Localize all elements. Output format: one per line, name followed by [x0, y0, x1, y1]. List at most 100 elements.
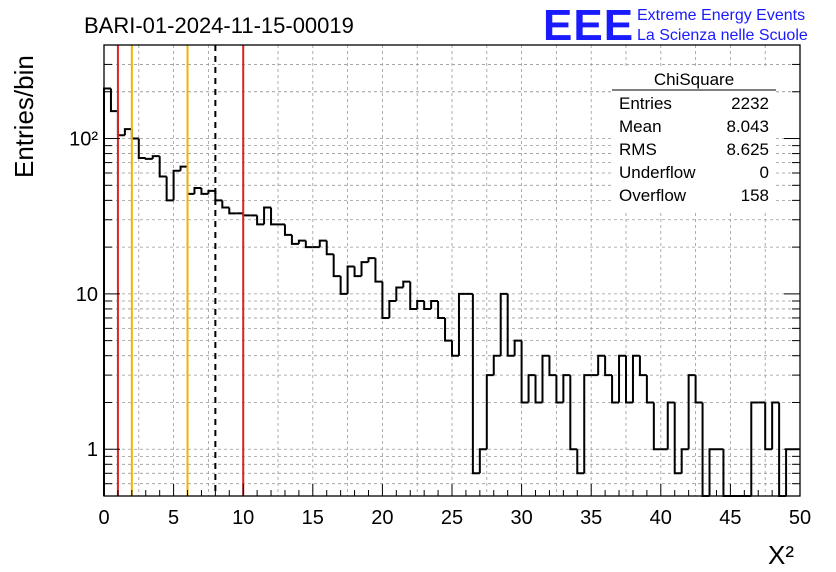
- histogram-bin: [771, 401, 780, 450]
- histogram-bin: [346, 265, 355, 294]
- histogram-bin: [388, 299, 397, 318]
- histogram-bin: [499, 292, 508, 356]
- grid-lines: [104, 45, 800, 496]
- histogram-bin: [687, 374, 696, 450]
- histogram-bin: [576, 449, 585, 475]
- histogram-bin: [144, 157, 153, 160]
- histogram-bin: [339, 276, 348, 295]
- histogram-bin: [444, 317, 452, 342]
- x-tick-label: 50: [789, 507, 811, 529]
- histogram-bin: [423, 300, 432, 310]
- histogram-bin: [374, 258, 383, 283]
- x-axis-label: X²: [768, 540, 794, 570]
- histogram-bin: [764, 402, 773, 451]
- histogram-bin: [304, 240, 313, 249]
- histogram-bin: [680, 448, 689, 474]
- histogram-bin: [109, 88, 118, 113]
- stats-row-label: Underflow: [619, 163, 696, 182]
- y-tick-labels: 1 10 10²: [69, 129, 98, 462]
- histogram-bin: [297, 239, 306, 244]
- histogram-bin: [165, 176, 174, 202]
- histogram-bin: [221, 200, 230, 209]
- eee-logo-line2: La Scienza nelle Scuole: [637, 27, 808, 44]
- histogram-bin: [123, 128, 132, 136]
- eee-logo: EEE Extreme Energy Events La Scienza nel…: [543, 1, 808, 50]
- histogram-bin: [402, 280, 411, 288]
- stats-box-title: ChiSquare: [654, 70, 734, 89]
- x-tick-label: 5: [168, 507, 179, 529]
- stats-row-value: 8.625: [726, 140, 769, 159]
- histogram-bin: [353, 266, 362, 278]
- stats-row-label: RMS: [619, 140, 657, 159]
- histogram-bin: [597, 354, 606, 376]
- histogram-bin: [270, 207, 278, 226]
- histogram-bin: [527, 374, 536, 403]
- histogram-bin: [666, 401, 675, 450]
- histogram-bin: [583, 374, 592, 474]
- histogram-bin: [395, 286, 404, 301]
- histogram-bin: [604, 355, 613, 377]
- x-tick-label: 40: [650, 507, 672, 529]
- histogram-bin: [645, 375, 654, 404]
- histogram-bin: [451, 340, 459, 357]
- x-tick-label: 15: [302, 507, 324, 529]
- stats-row-value: 0: [760, 163, 769, 182]
- x-tick-label: 20: [371, 507, 393, 529]
- chart-title: BARI-01-2024-11-15-00019: [84, 13, 354, 38]
- histogram-bin: [200, 188, 209, 195]
- histogram-bin: [437, 300, 446, 319]
- x-tick-label: 25: [441, 507, 463, 529]
- histogram-bin: [492, 354, 501, 376]
- histogram-bin: [694, 375, 703, 404]
- histogram-bin: [569, 375, 578, 451]
- histogram-bin: [318, 239, 327, 248]
- x-tick-label: 10: [232, 507, 254, 529]
- stats-row-value: 2232: [731, 94, 769, 113]
- histogram-bin: [513, 339, 522, 356]
- stats-row-value: 8.043: [726, 117, 769, 136]
- stats-box: ChiSquare Entries 2232 Mean 8.043 RMS 8.625 Un…: [612, 66, 776, 212]
- x-tick-label: 35: [580, 507, 602, 529]
- eee-logo-line1: Extreme Energy Events: [637, 7, 805, 24]
- stats-row-label: Entries: [619, 94, 672, 113]
- histogram-bin: [381, 281, 390, 319]
- histogram-bin: [708, 448, 717, 496]
- x-tick-label: 45: [719, 507, 741, 529]
- histogram-bin: [172, 169, 181, 201]
- histogram-bin: [207, 189, 216, 194]
- histogram-bin: [325, 240, 334, 256]
- histogram-bin: [506, 293, 515, 357]
- stats-row-label: Mean: [619, 117, 662, 136]
- histogram-bin: [611, 375, 620, 404]
- histogram-bin: [416, 299, 425, 309]
- histogram-bin: [471, 293, 480, 475]
- eee-logo-mark: EEE: [543, 1, 634, 50]
- histogram-bin: [638, 355, 647, 377]
- histogram-bin: [478, 448, 487, 474]
- histogram-bin: [652, 402, 661, 451]
- histogram-bin: [137, 138, 146, 159]
- histogram-bin: [750, 401, 759, 496]
- histogram-bin: [673, 402, 682, 475]
- histogram-bin: [541, 354, 550, 403]
- x-tick-label: 0: [98, 507, 109, 529]
- stats-row-value: 158: [741, 186, 769, 205]
- histogram-bin: [625, 355, 633, 404]
- histogram-bin: [256, 215, 265, 226]
- histogram-bin: [290, 234, 299, 245]
- histogram-bin: [228, 207, 237, 215]
- histogram-bin: [457, 292, 466, 356]
- histogram-bin: [430, 299, 439, 309]
- stats-row-label: Overflow: [619, 186, 687, 205]
- histogram-bin: [332, 254, 341, 278]
- y-tick-label: 10²: [69, 129, 98, 151]
- histogram-bin: [631, 354, 640, 403]
- histogram-bin: [151, 155, 160, 159]
- histogram-bin: [520, 340, 529, 404]
- histogram-bin: [360, 261, 369, 277]
- x-tick-label: 30: [510, 507, 532, 529]
- histogram-bin: [562, 374, 571, 403]
- histogram-bin: [283, 224, 292, 236]
- y-tick-label: 10: [76, 284, 98, 306]
